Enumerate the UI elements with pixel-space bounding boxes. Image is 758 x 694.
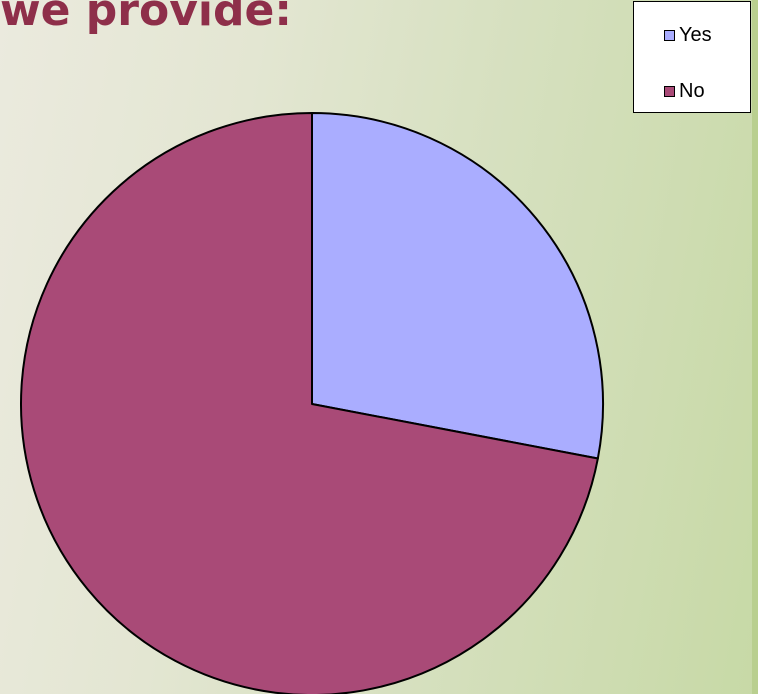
legend-item-yes: Yes bbox=[664, 23, 712, 47]
pie-slice-yes bbox=[311, 112, 604, 460]
chart-legend: Yes No bbox=[633, 1, 751, 113]
legend-swatch-yes bbox=[664, 29, 675, 41]
legend-item-no: No bbox=[664, 79, 705, 103]
legend-label-no: No bbox=[679, 79, 705, 102]
slide-right-edge bbox=[752, 0, 758, 694]
title-clip: we provide: bbox=[0, 0, 300, 42]
slide-title: we provide: bbox=[0, 0, 292, 36]
pie-slice-no bbox=[20, 112, 599, 694]
legend-swatch-no bbox=[664, 85, 675, 97]
legend-label-yes: Yes bbox=[679, 23, 712, 46]
